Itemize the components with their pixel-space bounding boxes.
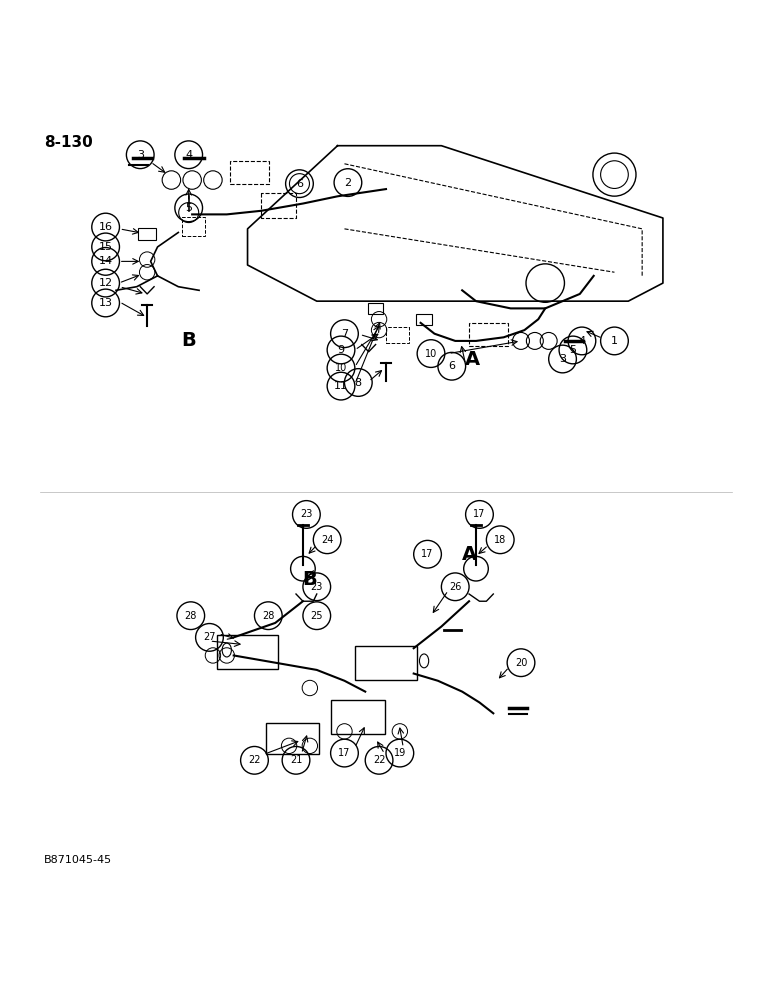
- Text: 24: 24: [321, 535, 334, 545]
- Text: A: A: [462, 545, 476, 564]
- Text: 10: 10: [335, 363, 347, 373]
- Text: 16: 16: [99, 222, 113, 232]
- Text: 3: 3: [559, 354, 566, 364]
- Text: 22: 22: [249, 755, 261, 765]
- Text: 21: 21: [290, 755, 302, 765]
- Text: 6: 6: [296, 179, 303, 189]
- Text: 17: 17: [422, 549, 434, 559]
- Text: 11: 11: [334, 381, 348, 391]
- Text: A: A: [465, 350, 480, 369]
- Text: 5: 5: [185, 203, 192, 213]
- Text: 7: 7: [341, 329, 348, 339]
- Text: 13: 13: [99, 298, 113, 308]
- Bar: [469, 323, 507, 346]
- Text: 4: 4: [578, 336, 585, 346]
- Bar: [386, 327, 409, 343]
- Text: 8-130: 8-130: [44, 135, 93, 150]
- Text: 15: 15: [99, 242, 113, 252]
- Text: 25: 25: [310, 611, 323, 621]
- Text: 23: 23: [300, 509, 313, 519]
- Text: 1: 1: [611, 336, 618, 346]
- Text: 17: 17: [473, 509, 486, 519]
- Text: 28: 28: [185, 611, 197, 621]
- Circle shape: [178, 203, 198, 223]
- Text: B: B: [181, 331, 196, 350]
- Text: 23: 23: [310, 582, 323, 592]
- Text: 5: 5: [570, 345, 577, 355]
- Text: 20: 20: [515, 658, 527, 668]
- Bar: [230, 161, 269, 184]
- Text: 26: 26: [449, 582, 462, 592]
- Text: 2: 2: [344, 178, 351, 188]
- Text: 17: 17: [338, 748, 350, 758]
- Text: 12: 12: [99, 278, 113, 288]
- Text: 27: 27: [203, 632, 215, 642]
- Text: 10: 10: [425, 349, 437, 359]
- Text: 3: 3: [137, 150, 144, 160]
- Text: 9: 9: [337, 345, 344, 355]
- Text: B: B: [303, 570, 317, 589]
- Text: B871045-45: B871045-45: [44, 855, 112, 865]
- Text: 28: 28: [262, 611, 275, 621]
- Text: 14: 14: [99, 256, 113, 266]
- Text: 19: 19: [394, 748, 406, 758]
- Text: 22: 22: [373, 755, 385, 765]
- Text: 6: 6: [449, 361, 455, 371]
- Bar: [181, 217, 205, 236]
- Text: 8: 8: [355, 378, 362, 388]
- Text: 4: 4: [185, 150, 192, 160]
- Text: 18: 18: [494, 535, 506, 545]
